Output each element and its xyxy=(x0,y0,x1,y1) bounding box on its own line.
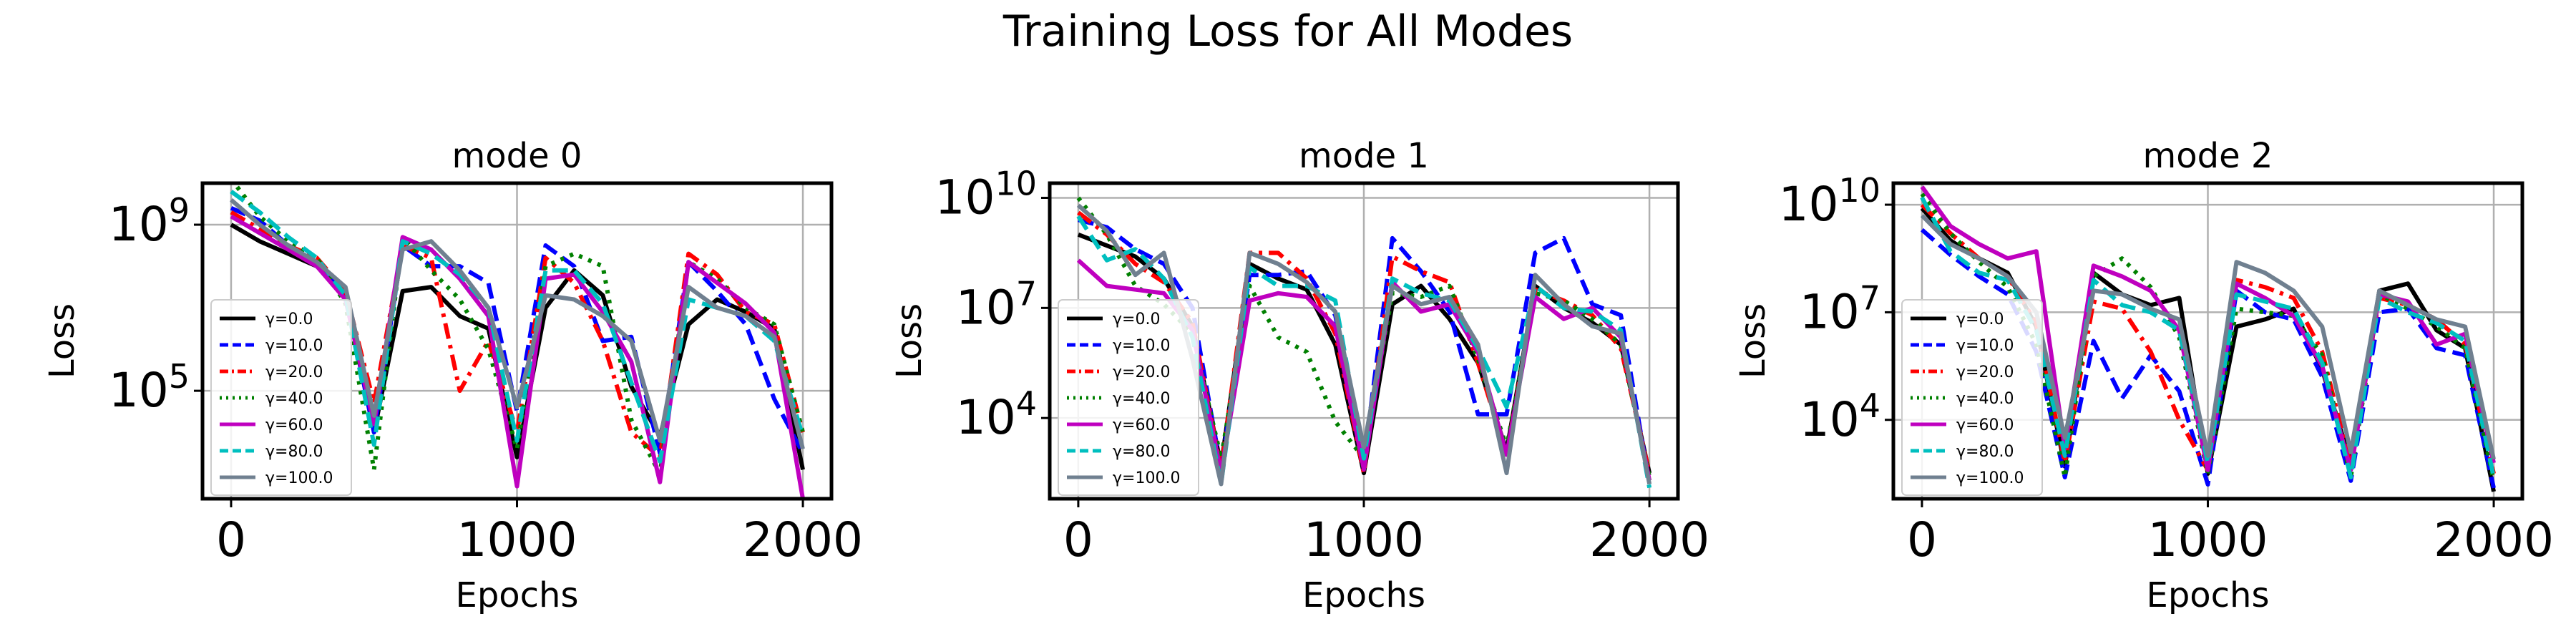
x-tick-label: 0 xyxy=(216,512,246,567)
subplot-1: 0 1000 2000 104 107 1010 mode 1 Epochs Loss γ=0.0… xyxy=(889,136,1709,615)
x-tick-label: 1000 xyxy=(457,512,577,567)
legend-label: γ=40.0 xyxy=(1113,390,1170,408)
y-tick-label: 1010 xyxy=(935,165,1037,225)
subplot-title: mode 0 xyxy=(452,136,582,176)
x-tick-label: 1000 xyxy=(2148,512,2268,567)
legend: γ=0.0 γ=10.0 γ=20.0 γ=40.0 γ=60.0 γ=80.0 γ=100… xyxy=(210,299,352,496)
x-axis-label: Epochs xyxy=(2147,575,2270,615)
legend-box xyxy=(210,299,352,496)
legend-label: γ=60.0 xyxy=(1113,416,1170,434)
x-axis-label: Epochs xyxy=(1302,575,1425,615)
legend-label: γ=80.0 xyxy=(1956,443,2014,461)
y-tick-label: 107 xyxy=(1800,278,1880,339)
subplot-title: mode 2 xyxy=(2143,136,2273,176)
x-tick-label: 2000 xyxy=(1589,512,1709,567)
x-tick-label: 2000 xyxy=(743,512,863,567)
y-axis-label: Loss xyxy=(1733,303,1773,379)
y-tick-label: 104 xyxy=(1800,386,1880,447)
legend-label: γ=0.0 xyxy=(1113,311,1160,328)
legend-label: γ=0.0 xyxy=(1956,311,2004,328)
series-line-4 xyxy=(230,214,805,499)
legend-label: γ=20.0 xyxy=(1956,364,2014,381)
legend-label: γ=60.0 xyxy=(265,416,323,434)
series-line-6 xyxy=(230,197,805,450)
legend-label: γ=40.0 xyxy=(1956,390,2014,408)
series-line-5 xyxy=(1076,215,1652,489)
y-tick-label: 109 xyxy=(109,191,190,252)
series-line-5 xyxy=(1920,196,2496,479)
legend-label: γ=10.0 xyxy=(265,337,323,355)
legend: γ=0.0 γ=10.0 γ=20.0 γ=40.0 γ=60.0 γ=80.0 γ=100… xyxy=(1901,299,2043,496)
legend-label: γ=20.0 xyxy=(265,364,323,381)
y-tick-label: 104 xyxy=(956,384,1037,445)
legend-label: γ=20.0 xyxy=(1113,364,1170,381)
legend-label: γ=100.0 xyxy=(265,469,333,487)
x-tick-label: 2000 xyxy=(2434,512,2554,567)
x-tick-label: 1000 xyxy=(1304,512,1424,567)
legend-label: γ=100.0 xyxy=(1956,469,2024,487)
series-line-6 xyxy=(1920,213,2496,460)
y-tick-label: 105 xyxy=(109,357,190,418)
legend-label: γ=80.0 xyxy=(265,443,323,461)
x-tick-label: 0 xyxy=(1063,512,1093,567)
legend-label: γ=40.0 xyxy=(265,390,323,408)
legend: γ=0.0 γ=10.0 γ=20.0 γ=40.0 γ=60.0 γ=80.0 γ=100… xyxy=(1058,299,1199,496)
legend-label: γ=10.0 xyxy=(1956,337,2014,355)
legend-label: γ=100.0 xyxy=(1113,469,1180,487)
legend-label: γ=80.0 xyxy=(1113,443,1170,461)
subplot-0: 0 1000 2000 105 109 mode 0 Epochs Loss γ=0.0 γ=10… xyxy=(42,136,863,615)
figure-title: Training Loss for All Modes xyxy=(1002,6,1573,57)
y-tick-label: 1010 xyxy=(1778,171,1880,232)
x-tick-label: 0 xyxy=(1907,512,1937,567)
x-axis-label: Epochs xyxy=(456,575,579,615)
subplot-title: mode 1 xyxy=(1299,136,1429,176)
subplot-2: 0 1000 2000 104 107 1010 mode 2 Epochs Loss γ=0.0… xyxy=(1733,136,2554,615)
y-axis-label: Loss xyxy=(889,303,930,379)
legend-label: γ=10.0 xyxy=(1113,337,1170,355)
legend-label: γ=60.0 xyxy=(1956,416,2014,434)
legend-label: γ=0.0 xyxy=(265,311,313,328)
legend-box xyxy=(1058,299,1199,496)
y-tick-label: 107 xyxy=(956,274,1037,335)
y-axis-label: Loss xyxy=(42,303,82,379)
legend-box xyxy=(1901,299,2043,496)
series-line-6 xyxy=(1076,203,1652,487)
